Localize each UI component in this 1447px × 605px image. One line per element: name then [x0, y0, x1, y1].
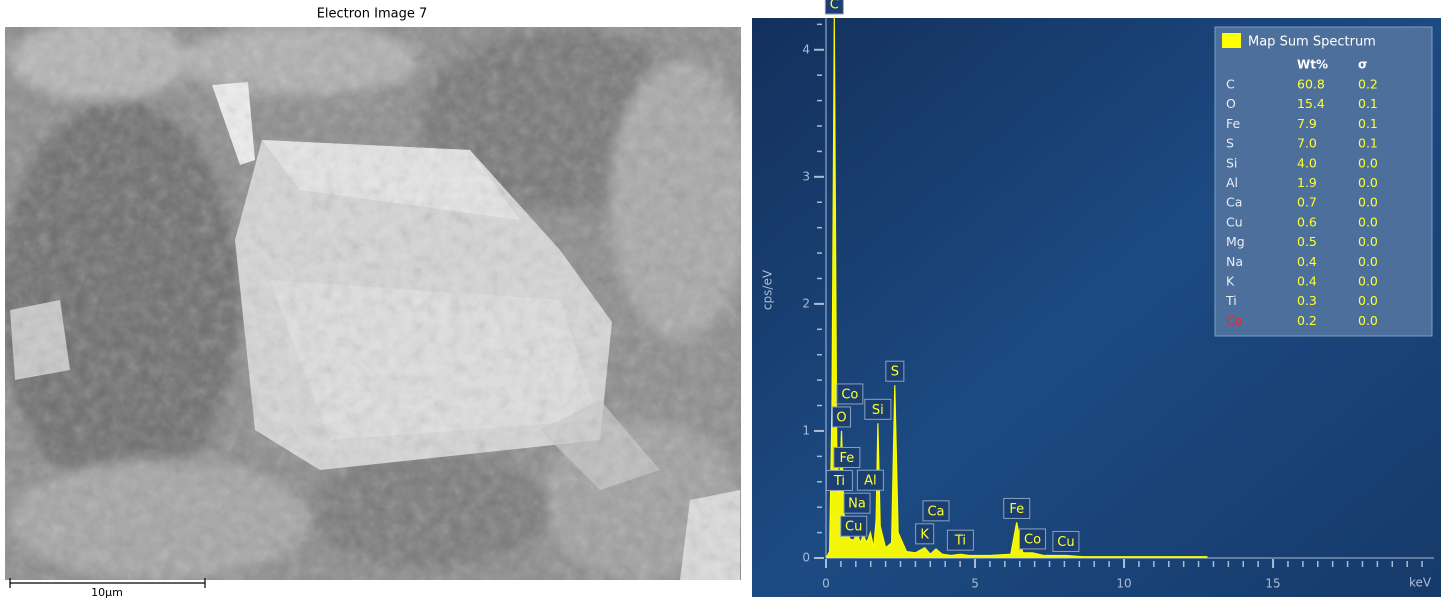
screen: Electron Image 7 10µm cps/eV keV 0510150… — [0, 0, 1447, 601]
sigma-value: 0.1 — [1358, 136, 1378, 151]
peak-label: Ti — [833, 474, 845, 489]
x-axis-label: keV — [1409, 576, 1432, 590]
x-tick-label: 15 — [1265, 577, 1280, 591]
wt-value: 0.6 — [1297, 214, 1317, 229]
element-name: Fe — [1226, 116, 1241, 131]
element-name: Si — [1226, 155, 1237, 170]
x-tick-label: 5 — [971, 577, 979, 591]
sigma-value: 0.1 — [1358, 116, 1378, 131]
column-header: Wt% — [1297, 58, 1328, 72]
sigma-value: 0.0 — [1358, 254, 1378, 269]
wt-value: 0.2 — [1297, 313, 1317, 328]
sigma-value: 0.0 — [1358, 234, 1378, 249]
wt-value: 0.4 — [1297, 274, 1317, 289]
page: { "electron_image": {"title": "Electron … — [0, 0, 1447, 601]
peak-label: Cu — [1057, 535, 1074, 550]
peak-label: Fe — [1009, 502, 1024, 517]
sigma-value: 0.0 — [1358, 195, 1378, 210]
y-tick-label: 3 — [802, 169, 810, 183]
element-name: Ca — [1226, 195, 1242, 210]
sigma-value: 0.0 — [1358, 175, 1378, 190]
element-name: K — [1226, 274, 1235, 289]
y-axis-label: cps/eV — [761, 269, 775, 310]
peak-label: Na — [848, 497, 866, 512]
element-name: Co — [1226, 313, 1242, 328]
sigma-value: 0.0 — [1358, 293, 1378, 308]
element-name: O — [1226, 96, 1236, 111]
peak-label: Al — [864, 474, 877, 489]
legend-swatch — [1222, 33, 1241, 48]
element-name: Cu — [1226, 214, 1243, 229]
y-tick-label: 1 — [802, 423, 810, 437]
peak-label: Co — [841, 387, 858, 402]
column-header: σ — [1358, 58, 1367, 72]
element-name: C — [1226, 77, 1235, 92]
element-name: Mg — [1226, 234, 1245, 249]
legend-box — [1215, 27, 1432, 336]
wt-value: 7.9 — [1297, 116, 1317, 131]
peak-label: Ca — [927, 504, 944, 519]
sigma-value: 0.0 — [1358, 274, 1378, 289]
x-tick-label: 10 — [1116, 577, 1131, 591]
wt-value: 0.4 — [1297, 254, 1317, 269]
sigma-value: 0.2 — [1358, 77, 1378, 92]
wt-value: 15.4 — [1297, 96, 1325, 111]
wt-value: 4.0 — [1297, 155, 1317, 170]
peak-label: Cu — [845, 520, 862, 535]
element-name: S — [1226, 136, 1234, 151]
peak-label: O — [836, 410, 846, 425]
wt-value: 0.5 — [1297, 234, 1317, 249]
scale-label: 10µm — [91, 586, 123, 599]
image-title: Electron Image 7 — [317, 7, 428, 22]
legend-title: Map Sum Spectrum — [1248, 35, 1376, 50]
peak-label: Si — [872, 403, 884, 418]
y-tick-label: 2 — [802, 296, 810, 310]
sigma-value: 0.0 — [1358, 313, 1378, 328]
peak-label: Ti — [954, 534, 966, 549]
wt-value: 7.0 — [1297, 136, 1317, 151]
element-name: Al — [1226, 175, 1238, 190]
wt-value: 60.8 — [1297, 77, 1325, 92]
peak-label: K — [920, 527, 929, 542]
y-tick-label: 0 — [802, 551, 810, 565]
wt-value: 0.7 — [1297, 195, 1317, 210]
wt-value: 0.3 — [1297, 293, 1317, 308]
sigma-value: 0.0 — [1358, 155, 1378, 170]
element-name: Ti — [1225, 293, 1237, 308]
y-tick-label: 4 — [802, 42, 810, 56]
peak-label: C — [830, 0, 839, 13]
electron-image — [0, 20, 750, 580]
sigma-value: 0.1 — [1358, 96, 1378, 111]
peak-label: Co — [1024, 532, 1041, 547]
peak-label: Fe — [839, 451, 854, 466]
peak-label: S — [891, 365, 899, 380]
wt-value: 1.9 — [1297, 175, 1317, 190]
x-tick-label: 0 — [822, 577, 830, 591]
element-name: Na — [1226, 254, 1243, 269]
sigma-value: 0.0 — [1358, 214, 1378, 229]
